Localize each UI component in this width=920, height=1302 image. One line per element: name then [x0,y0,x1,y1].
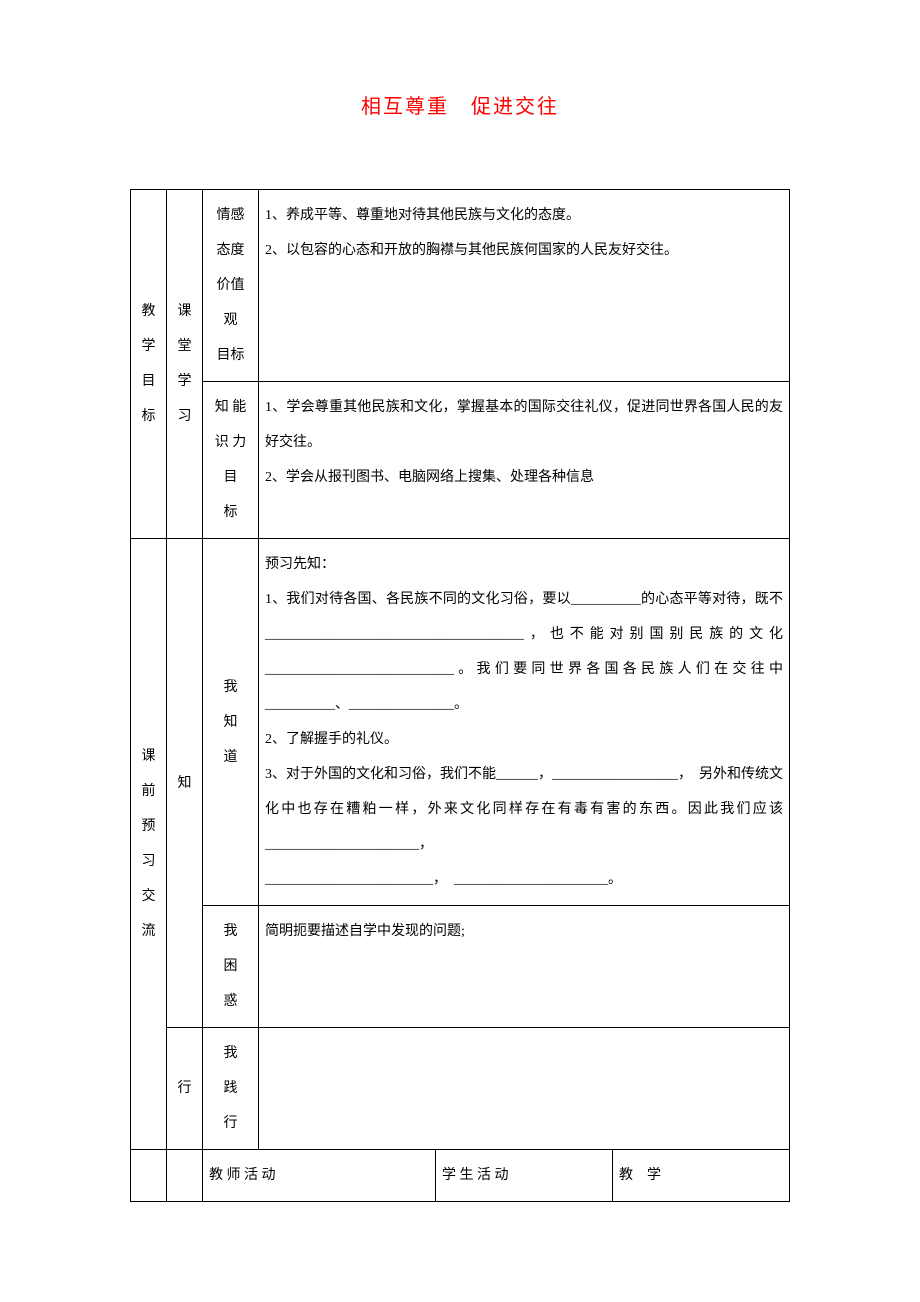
cell-confused-label: 我困惑 [203,906,259,1028]
cell-practice-content [259,1028,790,1150]
cell-practice-label: 我践行 [203,1028,259,1150]
cell-iknow-content: 预习先知：1、我们对待各国、各民族不同的文化习俗，要以__________的心态… [259,539,790,906]
cell-emotion-label: 情感态度价值观目标 [203,190,259,382]
cell-knowledge-label: 知 能识 力目标 [203,382,259,539]
cell-confused-content: 简明扼要描述自学中发现的问题; [259,906,790,1028]
cell-knowledge-content: 1、学会尊重其他民族和文化，掌握基本的国际交往礼仪，促进同世界各国人民的友好交往… [259,382,790,539]
document-title: 相互尊重 促进交往 [130,90,790,119]
lesson-plan-table: 教学目标 课堂学习 情感态度价值观目标 1、养成平等、尊重地对待其他民族与文化的… [130,189,790,1202]
section1-label: 教学目标 [131,190,167,539]
section2-label: 课前预习交流 [131,539,167,1150]
section2-sublabel-xing: 行 [167,1028,203,1150]
section1-sublabel: 课堂学习 [167,190,203,539]
section2-sublabel-zhi: 知 [167,539,203,1028]
student-activity-header: 学 生 活 动 [436,1150,613,1202]
teacher-activity-header: 教 师 活 动 [203,1150,436,1202]
section3-label [131,1150,167,1202]
section3-sublabel [167,1150,203,1202]
teaching-header: 教 学 [613,1150,790,1202]
cell-emotion-content: 1、养成平等、尊重地对待其他民族与文化的态度。2、以包容的心态和开放的胸襟与其他… [259,190,790,382]
cell-iknow-label: 我知道 [203,539,259,906]
